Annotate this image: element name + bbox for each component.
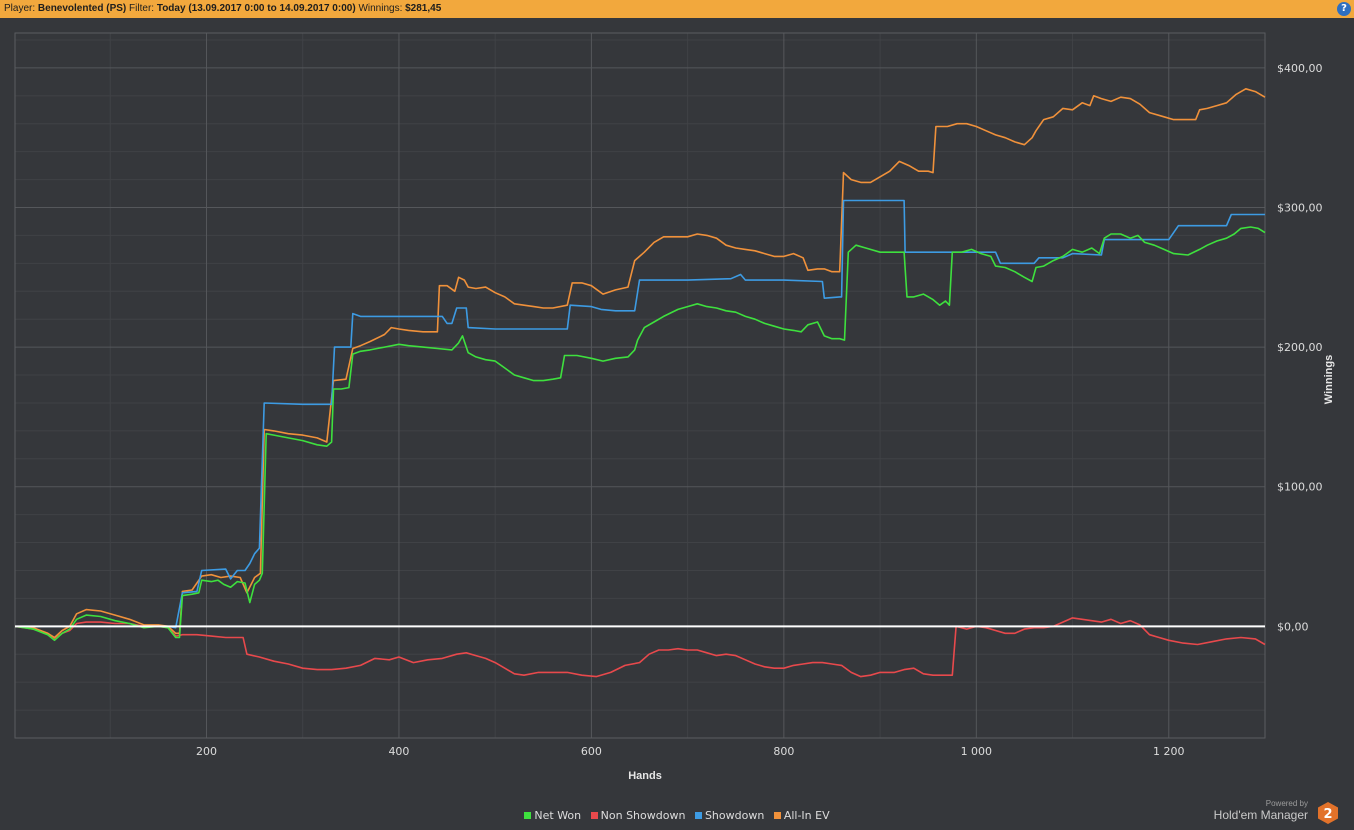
legend-label: Non Showdown	[600, 809, 686, 822]
help-icon[interactable]: ?	[1337, 2, 1351, 16]
x-tick-label: 800	[773, 745, 794, 758]
legend: Net Won Non Showdown Showdown All-In EV	[0, 809, 1354, 822]
y-axis: $0,00 $100,00 $200,00 $300,00 $400,00	[1277, 62, 1323, 633]
header-bar: Player: Benevolented (PS) Filter: Today …	[0, 0, 1354, 18]
legend-label: Showdown	[704, 809, 765, 822]
legend-swatch	[590, 812, 598, 819]
branding: Powered by Hold'em Manager 2	[1200, 799, 1340, 829]
y-tick-label: $0,00	[1277, 620, 1309, 633]
filter-label: Filter:	[129, 3, 155, 14]
legend-item-net-won[interactable]: Net Won	[524, 809, 581, 822]
y-tick-label: $300,00	[1277, 202, 1323, 215]
winnings-chart: 200 400 600 800 1 000 1 200 $0,00 $100,00 $200,…	[14, 32, 1335, 782]
x-tick-label: 1 000	[961, 745, 993, 758]
series-net-won-line	[14, 226, 1266, 642]
player-value: Benevolented (PS)	[37, 3, 127, 14]
series-showdown-line	[15, 199, 1265, 629]
x-axis-title: Hands	[628, 770, 662, 782]
plot-frame	[14, 32, 1266, 739]
legend-item-all-in-ev[interactable]: All-In EV	[773, 809, 830, 822]
series-all-in-ev-line	[14, 88, 1266, 639]
x-axis: 200 400 600 800 1 000 1 200	[196, 745, 1185, 758]
x-tick-label: 400	[388, 745, 409, 758]
logo-number: 2	[1323, 807, 1332, 822]
x-tick-label: 200	[196, 745, 217, 758]
winnings-label: Winnings:	[358, 3, 403, 14]
series-non-showdown-line	[14, 617, 1266, 678]
winnings-value: $281,45	[405, 3, 442, 14]
x-tick-label: 1 200	[1153, 745, 1185, 758]
y-tick-label: $100,00	[1277, 481, 1323, 494]
y-axis-title: Winnings	[1323, 355, 1335, 404]
powered-by-text: Powered by	[1265, 799, 1308, 808]
series-layer	[14, 88, 1266, 678]
legend-item-showdown[interactable]: Showdown	[694, 809, 765, 822]
legend-swatch	[524, 812, 532, 819]
hm2-logo-icon: 2	[1318, 802, 1338, 824]
filter-value: Today (13.09.2017 0:00 to 14.09.2017 0:0…	[156, 3, 356, 14]
legend-swatch	[694, 812, 702, 819]
y-tick-label: $200,00	[1277, 341, 1323, 354]
legend-label: Net Won	[534, 809, 582, 822]
x-tick-label: 600	[581, 745, 602, 758]
major-grid	[15, 33, 1265, 738]
legend-label: All-In EV	[783, 809, 830, 822]
legend-swatch	[773, 812, 781, 819]
legend-item-non-showdown[interactable]: Non Showdown	[590, 809, 686, 822]
minor-grid	[15, 33, 1265, 738]
y-tick-label: $400,00	[1277, 62, 1323, 75]
header-text: Player: Benevolented (PS) Filter: Today …	[4, 0, 441, 18]
product-name: Hold'em Manager	[1213, 808, 1308, 822]
player-label: Player:	[4, 3, 36, 14]
